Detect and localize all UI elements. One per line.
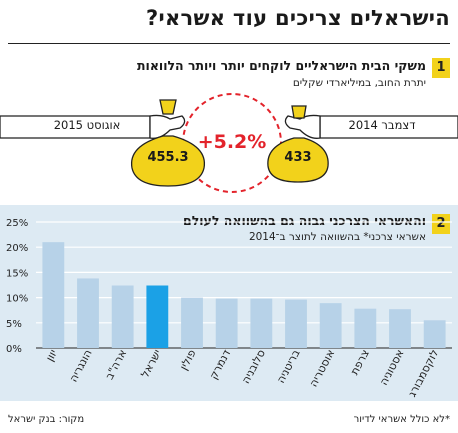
bar — [215, 298, 238, 348]
x-tick-label: סלובניה — [239, 347, 268, 386]
left-debt-value: 455.3 — [147, 150, 189, 165]
section2-headline: והאשראי הצרכני גבוה גם בהשוואה לעולם — [183, 213, 426, 228]
y-tick-label: 5% — [6, 319, 22, 330]
y-tick-label: 15% — [6, 268, 28, 279]
bar — [146, 285, 169, 348]
bar — [354, 308, 377, 348]
bar — [319, 303, 342, 348]
y-tick-label: 0% — [6, 344, 22, 355]
x-tick-label: אוסטריה — [307, 347, 337, 389]
x-tick-label: פולין — [177, 347, 199, 372]
bar — [111, 285, 134, 348]
x-tick-label: ארה"ב — [103, 347, 130, 382]
y-tick-label: 25% — [6, 218, 28, 229]
x-tick-label: דנמרק — [207, 347, 233, 381]
source-note: מקור: בנק ישראל — [8, 414, 85, 425]
right-debt-value: 433 — [284, 150, 312, 165]
section1-subtitle: יתרת החוב, במיליארדי שקלים — [292, 77, 426, 89]
x-tick-label: צרפת — [348, 347, 372, 377]
right-sleeve — [284, 114, 458, 139]
page-title: הישראלים צריכים עוד אשראי? — [146, 6, 450, 30]
x-tick-label: ישראל — [138, 347, 164, 380]
bar — [250, 298, 273, 348]
section1-number-badge: 1 — [432, 58, 450, 78]
x-tick-label: בריטניה — [274, 347, 302, 385]
debt-comparison-illustration — [0, 93, 458, 193]
x-tick-label: הונגריה — [67, 347, 95, 384]
right-period-label: דצמבר 2014 — [348, 118, 416, 132]
x-tick-label: לוקסמבורג — [406, 347, 442, 399]
change-percent: +5.2% — [197, 131, 267, 153]
section2-subtitle: אשראי צרכני* בהשוואה לתוצר ב־2014 — [248, 231, 426, 243]
left-money-bag — [130, 99, 206, 187]
title-divider — [8, 43, 450, 44]
bar — [423, 320, 446, 348]
left-period-label: אוגוסט 2015 — [53, 118, 121, 132]
bar — [389, 309, 411, 348]
x-tick-label: אסטוניה — [377, 347, 407, 387]
right-money-bag — [267, 105, 329, 183]
y-tick-label: 10% — [6, 294, 28, 305]
consumer-credit-chart: 0% 5% 10% 15% 20% 25% יוון הונגריה ארה"ב ישראל פול… — [6, 218, 452, 399]
bar — [77, 278, 99, 348]
bar — [181, 297, 203, 348]
bar — [285, 299, 307, 348]
left-sleeve — [0, 114, 186, 139]
x-tick-label: יוון — [43, 347, 60, 363]
y-tick-label: 20% — [6, 243, 28, 254]
section2-number-badge: 2 — [432, 214, 450, 234]
bar — [42, 242, 65, 348]
footnote: *לא כולל אשראי לדיור — [353, 414, 450, 425]
section1-headline: משקי הבית הישראליים לוקחים יותר ויותר הל… — [136, 58, 426, 73]
